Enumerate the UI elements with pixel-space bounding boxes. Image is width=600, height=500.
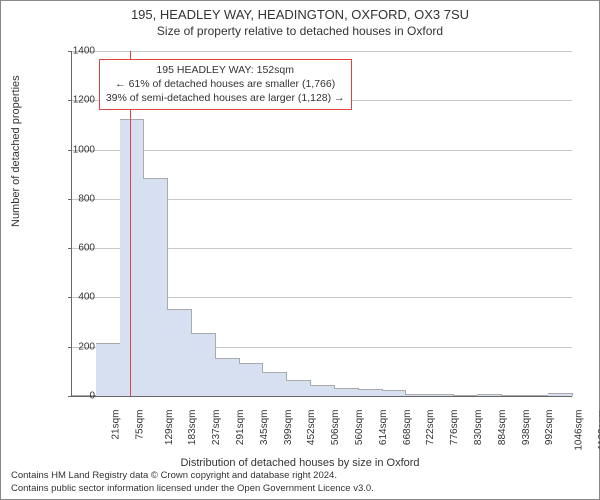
histogram-bar <box>334 388 359 396</box>
histogram-bar <box>429 394 454 396</box>
y-tick-label: 200 <box>65 341 95 352</box>
annotation-box: 195 HEADLEY WAY: 152sqm← 61% of detached… <box>99 59 352 110</box>
histogram-bar <box>239 363 264 396</box>
x-tick-label: 722sqm <box>426 410 437 446</box>
x-tick-label: 1046sqm <box>574 410 585 451</box>
footer-line1: Contains HM Land Registry data © Crown c… <box>11 470 374 482</box>
x-tick-label: 506sqm <box>330 410 341 446</box>
histogram-bar <box>286 380 311 396</box>
y-tick-label: 600 <box>65 243 95 254</box>
y-tick-label: 400 <box>65 292 95 303</box>
x-tick-label: 830sqm <box>473 410 484 446</box>
footer-line2: Contains public sector information licen… <box>11 483 374 495</box>
histogram-bar <box>96 343 121 396</box>
annotation-line3: 39% of semi-detached houses are larger (… <box>106 91 345 105</box>
histogram-bar <box>358 389 383 396</box>
histogram-bar <box>167 309 192 396</box>
chart-title: 195, HEADLEY WAY, HEADINGTON, OXFORD, OX… <box>1 7 599 22</box>
histogram-bar <box>477 394 502 396</box>
y-tick-label: 1000 <box>65 144 95 155</box>
x-tick-label: 938sqm <box>521 410 532 446</box>
chart-container: 195, HEADLEY WAY, HEADINGTON, OXFORD, OX… <box>0 0 600 500</box>
x-tick-label: 992sqm <box>545 410 556 446</box>
annotation-line2: ← 61% of detached houses are smaller (1,… <box>106 77 345 91</box>
y-axis-label: Number of detached properties <box>10 75 22 227</box>
x-tick-label: 776sqm <box>449 410 460 446</box>
x-tick-label: 75sqm <box>134 410 145 440</box>
histogram-bar <box>215 358 240 396</box>
x-tick-label: 452sqm <box>306 410 317 446</box>
x-tick-label: 560sqm <box>354 410 365 446</box>
x-tick-label: 399sqm <box>283 410 294 446</box>
x-tick-label: 345sqm <box>259 410 270 446</box>
y-tick-label: 1200 <box>65 95 95 106</box>
histogram-bar <box>310 385 335 396</box>
annotation-line1: 195 HEADLEY WAY: 152sqm <box>106 63 345 77</box>
histogram-bar <box>548 393 573 396</box>
histogram-bar <box>262 372 287 396</box>
x-tick-label: 884sqm <box>497 410 508 446</box>
histogram-bar <box>501 395 526 396</box>
x-tick-label: 614sqm <box>378 410 389 446</box>
grid-line <box>72 150 572 151</box>
grid-line <box>72 51 572 52</box>
histogram-bar <box>382 390 407 396</box>
y-tick-label: 0 <box>65 391 95 402</box>
histogram-bar <box>191 333 216 396</box>
x-tick-label: 183sqm <box>187 410 198 446</box>
x-tick-label: 129sqm <box>164 410 175 446</box>
y-tick-label: 800 <box>65 193 95 204</box>
x-tick-label: 237sqm <box>211 410 222 446</box>
x-tick-label: 291sqm <box>235 410 246 446</box>
histogram-bar <box>143 178 168 396</box>
histogram-bar <box>453 395 478 396</box>
x-tick-label: 668sqm <box>402 410 413 446</box>
histogram-bar <box>524 395 549 396</box>
y-tick-label: 1400 <box>65 46 95 57</box>
x-axis-label: Distribution of detached houses by size … <box>1 457 599 469</box>
histogram-bar <box>120 119 145 396</box>
footer-attribution: Contains HM Land Registry data © Crown c… <box>11 470 374 495</box>
x-tick-label: 21sqm <box>110 410 121 440</box>
histogram-bar <box>405 394 430 396</box>
chart-subtitle: Size of property relative to detached ho… <box>1 24 599 38</box>
